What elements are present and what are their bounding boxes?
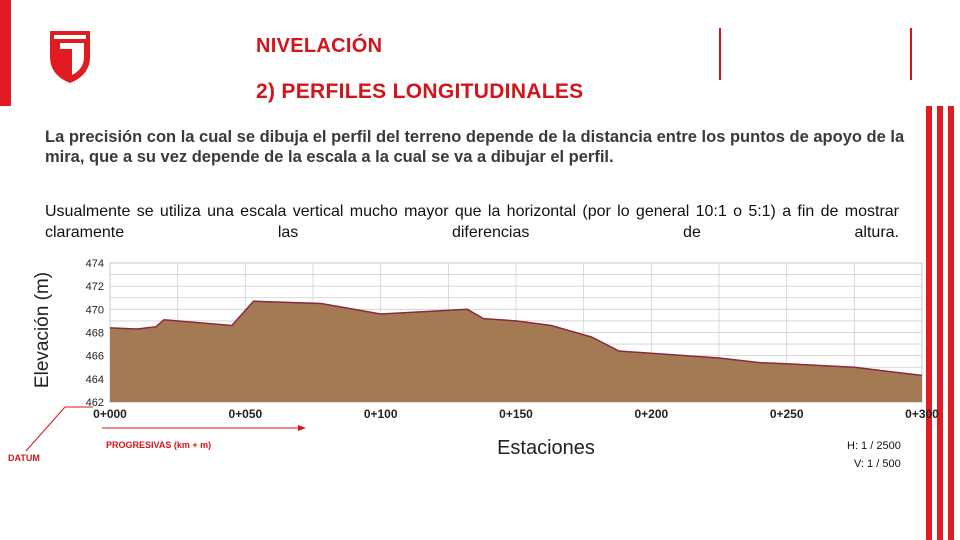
y-tick-label: 466 (86, 351, 104, 363)
page-title: NIVELACIÓN (256, 35, 383, 57)
intro-paragraph: La precisión con la cual se dibuja el pe… (45, 128, 905, 166)
x-tick-label: 0+200 (634, 407, 668, 421)
x-tick-label: 0+300 (905, 407, 939, 421)
right-decorative-stripes (924, 106, 960, 540)
x-tick-label: 0+050 (228, 407, 262, 421)
x-axis-label: Estaciones (497, 437, 595, 459)
detail-paragraph: Usualmente se utiliza una escala vertica… (45, 203, 899, 241)
university-shield-logo-icon (50, 31, 90, 83)
x-tick-label: 0+000 (93, 407, 127, 421)
datum-pointer (25, 406, 66, 452)
progresivas-label: PROGRESIVAS (km + m) (106, 440, 212, 450)
y-axis-label: Elevación (m) (32, 272, 53, 388)
profile-chart: 462 464 466 468 470 472 474 0+000 0+050 0+100 0+1… (25, 258, 939, 459)
page-subtitle: 2) PERFILES LONGITUDINALES (256, 80, 584, 103)
header-divider-line (910, 28, 912, 80)
y-tick-labels: 462 464 466 468 470 472 474 (86, 258, 104, 409)
vertical-scale-label: V: 1 / 500 (854, 458, 901, 470)
x-tick-label: 0+150 (499, 407, 533, 421)
x-tick-labels: 0+000 0+050 0+100 0+150 0+200 0+250 0+300 (93, 407, 939, 421)
y-tick-label: 474 (86, 258, 104, 270)
y-tick-label: 464 (86, 374, 104, 386)
y-tick-label: 472 (86, 281, 104, 293)
datum-label: DATUM (8, 453, 40, 463)
horizontal-scale-label: H: 1 / 2500 (847, 440, 901, 452)
y-tick-label: 470 (86, 304, 104, 316)
left-accent-bar (0, 0, 11, 106)
y-tick-label: 462 (86, 397, 104, 409)
progresivas-arrowhead (298, 425, 306, 431)
x-tick-label: 0+100 (364, 407, 398, 421)
terrain-line (109, 300, 923, 377)
header-divider-line (719, 28, 721, 80)
x-tick-label: 0+250 (770, 407, 804, 421)
y-tick-label: 468 (86, 328, 104, 340)
terrain-area (110, 301, 922, 402)
